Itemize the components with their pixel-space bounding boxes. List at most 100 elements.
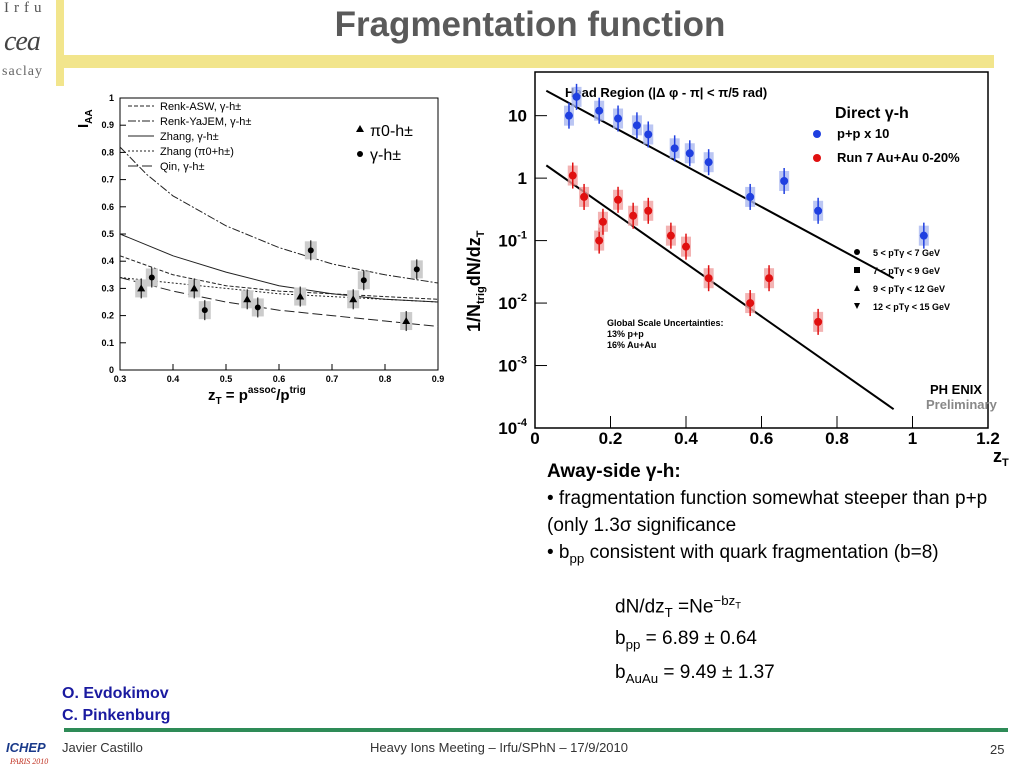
x-tick-label: 1.2: [976, 429, 1000, 448]
scale-uncertainty-note: 16% Au+Au: [607, 340, 656, 350]
legend-label-auau: Run 7 Au+Au 0-20%: [837, 150, 960, 165]
legend-marker-triangle: [356, 125, 364, 132]
data-point-circle: [254, 304, 261, 311]
pt-bin-label: 12 < pTγ < 15 GeV: [873, 302, 950, 312]
theory-curve: [119, 277, 439, 327]
x-tick-label: 0.7: [326, 374, 339, 384]
legend-marker-label: π0-h±: [370, 123, 413, 140]
x-tick-label: 0.4: [167, 374, 180, 384]
scale-uncertainty-note: 13% p+p: [607, 329, 644, 339]
phenix-label: PH ENIX: [930, 382, 982, 397]
legend-marker-circle: [357, 151, 363, 157]
data-point: [919, 231, 928, 240]
data-point-triangle: [296, 292, 305, 300]
slide-title: Fragmentation function: [334, 5, 726, 44]
data-point-triangle: [243, 295, 252, 303]
y-axis-label: 1/NtrigdN/dzT: [464, 230, 487, 332]
fit-line: [545, 89, 895, 280]
y-tick-label: 0.7: [101, 175, 114, 185]
x-tick-label: 0.6: [750, 429, 774, 448]
y-tick-label: 1: [518, 169, 527, 188]
theory-curve: [119, 277, 439, 303]
logo-text-saclay: saclay: [2, 64, 43, 79]
ichep-logo: ICHEP PARIS 2010: [6, 740, 48, 766]
data-point: [564, 111, 573, 120]
x-tick-label: 0.9: [432, 374, 445, 384]
data-point: [682, 242, 690, 251]
data-point-circle: [360, 277, 367, 284]
y-tick-label: 1: [109, 93, 114, 103]
data-point: [666, 231, 675, 240]
data-point: [572, 92, 581, 101]
ichep-logo-subtext: PARIS 2010: [9, 757, 48, 766]
data-point: [780, 176, 789, 185]
data-point: [632, 121, 641, 130]
fit-line: [545, 164, 895, 411]
legend-marker-pp: [813, 130, 821, 138]
bullet-1: • fragmentation function somewhat steepe…: [547, 488, 988, 536]
y-tick-label: 0: [109, 365, 114, 375]
x-tick-label: 0.8: [379, 374, 392, 384]
theory-curve: [119, 233, 439, 303]
y-tick-label: 0.4: [101, 256, 114, 266]
y-tick-label: 0.2: [101, 311, 114, 321]
data-point-triangle: [137, 284, 146, 292]
y-tick-label: 0.8: [101, 147, 114, 157]
data-point: [595, 236, 604, 245]
y-tick-label: 10-3: [498, 355, 527, 376]
formula-bauau: bAuAu = 9.49 ± 1.37: [615, 662, 775, 686]
data-point-circle: [413, 266, 420, 273]
data-point-triangle: [402, 317, 411, 325]
scale-uncertainty-note: Global Scale Uncertainties:: [607, 318, 724, 328]
legend-line-label: Renk-YaJEM, γ-h±: [160, 116, 251, 128]
data-point: [580, 192, 589, 201]
footer-meeting: Heavy Ions Meeting – Irfu/SPhN – 17/9/20…: [370, 740, 628, 755]
x-tick-label: 0.2: [599, 429, 623, 448]
x-tick-label: 0.4: [674, 429, 698, 448]
logo-text-irfu: Irfu: [4, 0, 47, 16]
pt-bin-label: 7 < pTγ < 9 GeV: [873, 266, 940, 276]
data-point: [685, 149, 694, 158]
pt-bin-marker: [854, 267, 860, 273]
data-point: [765, 274, 774, 283]
data-point-circle: [307, 247, 314, 254]
y-tick-label: 0.6: [101, 202, 114, 212]
data-point: [746, 192, 755, 201]
x-tick-label: 0.5: [220, 374, 233, 384]
x-tick-label: 1: [908, 429, 917, 448]
y-tick-label: 10-2: [498, 292, 527, 313]
x-tick-label: 0.8: [825, 429, 849, 448]
bullet-2: • bpp consistent with quark fragmentatio…: [547, 542, 939, 566]
legend-line-label: Renk-ASW, γ-h±: [160, 101, 241, 113]
legend-line-label: Qin, γ-h±: [160, 161, 205, 173]
pt-bin-marker: [854, 303, 860, 309]
legend-line-label: Zhang, γ-h±: [160, 131, 219, 143]
page-number: 25: [990, 742, 1005, 757]
footer-author: Javier Castillo: [62, 740, 143, 755]
data-point: [814, 206, 823, 215]
data-point: [598, 217, 607, 226]
chart-title: Head Region (|Δ φ - π| < π/5 rad): [565, 85, 767, 100]
x-axis-label: zT = passoc/ptrig: [208, 385, 306, 407]
formula-fragmentation: dN/dzT =Ne−bzT: [615, 593, 741, 621]
y-tick-label: 10: [508, 107, 527, 126]
data-point: [568, 171, 577, 180]
legend-marker-label: γ-h±: [370, 147, 401, 164]
author-2: C. Pinkenburg: [62, 707, 171, 724]
ichep-logo-text: ICHEP: [6, 740, 46, 755]
data-point-triangle: [349, 295, 358, 303]
data-point-circle: [201, 307, 208, 314]
y-axis-label: IAA: [75, 109, 95, 128]
data-point: [814, 317, 823, 326]
logo-text-cea: cea: [4, 26, 41, 57]
theory-curve: [119, 146, 439, 284]
x-tick-label: 0.3: [114, 374, 127, 384]
data-point: [644, 130, 653, 139]
plot-frame: [534, 71, 989, 429]
data-point: [644, 206, 653, 215]
data-point: [704, 158, 713, 167]
legend-marker-auau: [813, 154, 821, 162]
y-tick-label: 0.9: [101, 120, 114, 130]
pt-bin-marker: [854, 249, 860, 255]
side-accent-bar: [56, 0, 64, 86]
